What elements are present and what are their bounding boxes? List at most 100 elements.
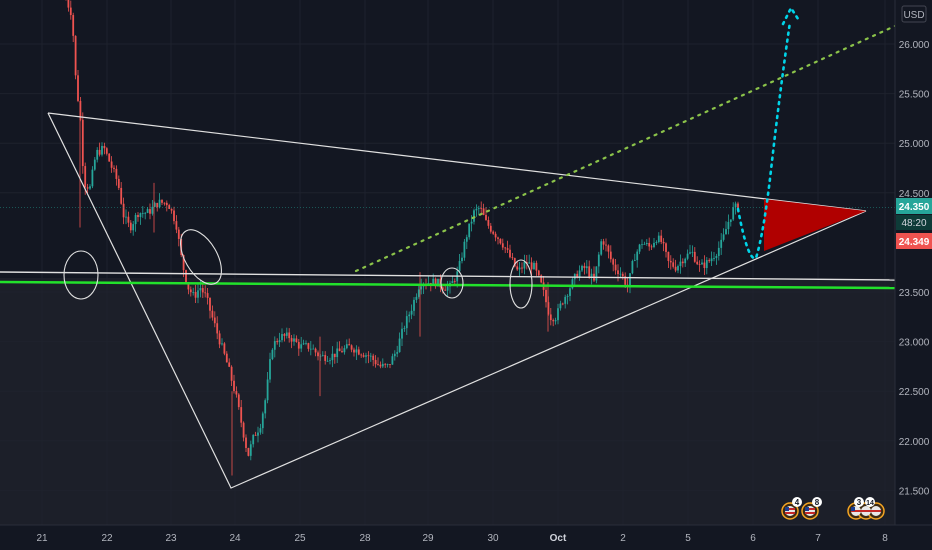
time-tick-label: 7 [815, 533, 821, 544]
candle-up [571, 279, 574, 289]
candle-up [125, 216, 127, 218]
candle-up [705, 260, 708, 269]
last-price-label: 24.350 [899, 202, 930, 213]
candle-down [612, 259, 615, 265]
candle-down [441, 287, 444, 290]
price-tick-label: 25.500 [899, 90, 930, 101]
price-tick-label: 25.000 [899, 139, 930, 150]
candle-down [110, 161, 113, 168]
candle-up [408, 314, 411, 317]
price-tick-label: 23.500 [899, 288, 930, 299]
event-marker-us-group[interactable]: 3 14 [847, 497, 885, 520]
candle-down [489, 225, 492, 232]
candle-down [540, 275, 543, 283]
candle-down [511, 257, 514, 259]
candle-down [177, 229, 180, 239]
candle-up [158, 199, 161, 208]
candle-down [105, 148, 108, 154]
candle-up [523, 261, 526, 269]
candle-up [689, 252, 691, 254]
candle-down [77, 75, 79, 101]
event-count-4: 14 [866, 500, 874, 507]
candle-down [617, 270, 619, 275]
candle-down [530, 262, 533, 270]
candle-down [165, 202, 168, 206]
candle-down [353, 349, 355, 353]
candle-up [691, 251, 694, 253]
candle-up [345, 344, 348, 349]
candle-up [403, 328, 406, 329]
candle-up [257, 432, 259, 436]
prediction-arrowhead [781, 5, 802, 26]
candle-down [698, 264, 701, 265]
candle-up [465, 237, 468, 242]
candle-up [518, 267, 521, 270]
candle-down [549, 314, 552, 321]
event-marker-us-1[interactable]: 4 [781, 497, 802, 520]
time-axis[interactable] [0, 525, 932, 550]
candle-up [139, 213, 142, 218]
candle-up [396, 352, 399, 354]
candle-up [312, 348, 315, 350]
event-marker-us-2[interactable]: 8 [801, 497, 822, 520]
time-tick-label: 23 [165, 533, 177, 544]
candle-down [204, 292, 207, 294]
candle-up [321, 355, 324, 356]
price-tick-label: 22.500 [899, 387, 930, 398]
support-line [0, 280, 896, 290]
candle-down [494, 233, 497, 238]
candle-up [590, 273, 593, 277]
candle-up [192, 292, 195, 293]
price-axis[interactable] [895, 0, 932, 525]
price-tick-label: 22.000 [899, 437, 930, 448]
candle-down [228, 362, 231, 367]
candle-down [122, 203, 125, 218]
candle-down [156, 202, 159, 208]
candle-down [127, 216, 130, 223]
candle-up [415, 296, 418, 300]
candle-up [641, 244, 643, 246]
candle-up [477, 208, 480, 209]
candle-up [717, 247, 720, 256]
time-tick-label: 6 [750, 533, 756, 544]
candle-up [629, 273, 631, 287]
candle-down [194, 292, 197, 298]
candle-down [521, 267, 523, 269]
candle-down [662, 241, 665, 244]
candle-up [91, 169, 94, 187]
candle-up [720, 239, 723, 248]
candle-up [653, 242, 655, 248]
time-tick-label: 30 [487, 533, 499, 544]
candle-up [305, 343, 307, 344]
candle-up [473, 210, 475, 222]
candle-up [432, 278, 435, 286]
event-count-3: 3 [857, 498, 862, 507]
candle-down [513, 258, 516, 267]
candle-up [405, 316, 408, 329]
candle-down [516, 266, 519, 270]
candle-down [230, 366, 233, 381]
candle-up [355, 349, 358, 353]
candle-up [381, 363, 384, 367]
candle-down [377, 364, 379, 366]
candle-up [386, 364, 389, 365]
candle-down [209, 297, 211, 311]
candle-up [199, 288, 202, 291]
highlight-ellipse [180, 229, 222, 285]
candle-down [350, 345, 353, 350]
candle-down [492, 231, 495, 234]
candle-down [81, 119, 84, 167]
candle-up [636, 251, 639, 261]
candle-up [655, 241, 658, 243]
candle-down [389, 364, 391, 365]
time-tick-label: 8 [882, 533, 888, 544]
candle-down [338, 348, 341, 352]
candle-down [547, 302, 550, 315]
candle-down [444, 289, 447, 291]
candle-up [686, 253, 689, 259]
candle-up [146, 209, 149, 213]
candle-down [674, 266, 677, 271]
candlestick-series [65, 0, 739, 476]
candle-up [393, 353, 396, 357]
